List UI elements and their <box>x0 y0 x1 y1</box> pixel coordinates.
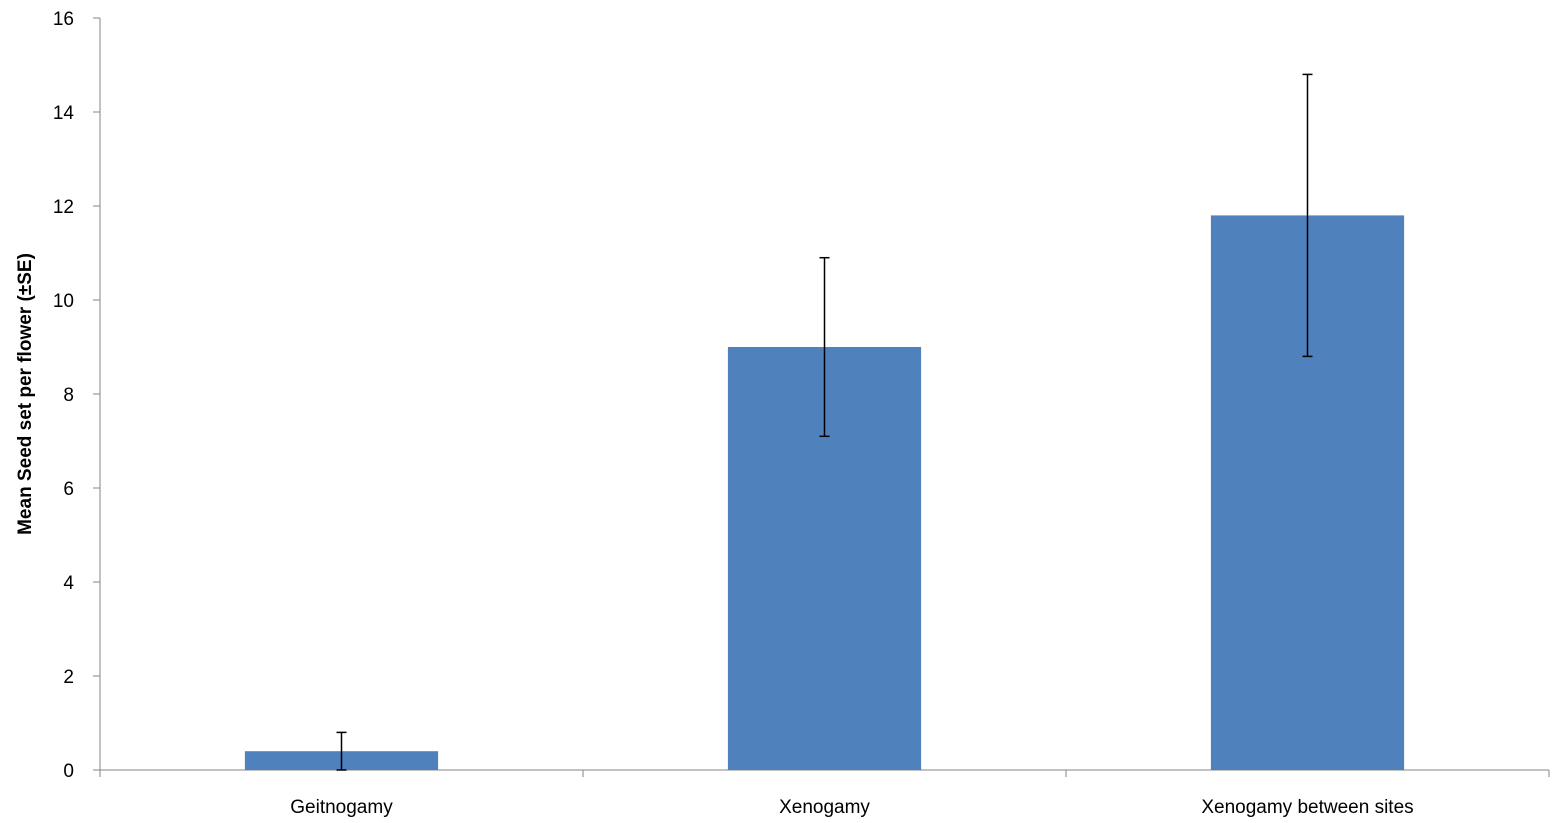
y-axis: 0 2 4 6 8 10 12 14 16 <box>53 9 101 782</box>
error-bars <box>336 73 1313 771</box>
y-tick-label: 6 <box>63 479 74 500</box>
y-tick-label: 8 <box>63 385 74 406</box>
y-tick-label: 16 <box>53 9 74 30</box>
y-tick-label: 4 <box>63 573 74 594</box>
y-tick-label: 10 <box>53 291 74 312</box>
y-tick-label: 12 <box>53 197 74 218</box>
y-tick-label: 2 <box>63 667 74 688</box>
x-category-label: Xenogamy between sites <box>1201 797 1413 818</box>
y-axis-label: Mean Seed set per flower (±SE) <box>15 253 36 535</box>
x-category-label: Geitnogamy <box>290 797 393 818</box>
x-category-label: Xenogamy <box>779 797 870 818</box>
x-axis: Geitnogamy Xenogamy Xenogamy between sites <box>99 769 1550 818</box>
bars <box>244 215 1405 770</box>
y-tick-label: 14 <box>53 103 75 124</box>
y-tick-label: 0 <box>63 761 74 782</box>
